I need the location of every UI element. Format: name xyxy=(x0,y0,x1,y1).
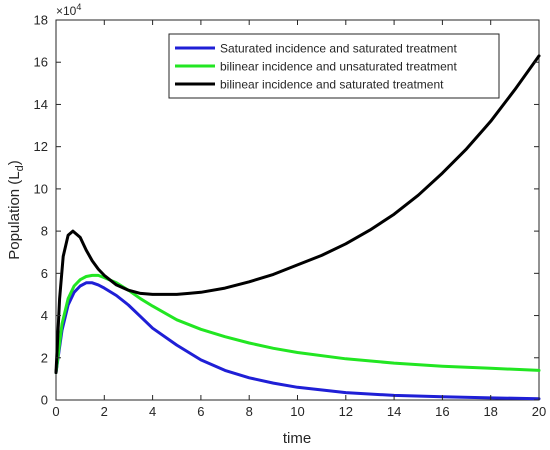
x-tick-label: 16 xyxy=(435,404,449,419)
y-axis-label-main: Population (L xyxy=(6,171,23,259)
y-tick-label: 0 xyxy=(41,393,48,408)
y-exponent-power: 4 xyxy=(76,2,81,12)
y-tick-label: 2 xyxy=(41,350,48,365)
y-tick-label: 16 xyxy=(34,55,48,70)
y-tick-label: 14 xyxy=(34,97,48,112)
series-layer xyxy=(54,54,541,401)
x-tick-label: 4 xyxy=(149,404,156,419)
legend-box xyxy=(168,33,500,99)
x-tick-label: 6 xyxy=(197,404,204,419)
legend-label-2: bilinear incidence and unsaturated treat… xyxy=(220,60,457,74)
y-tick-label: 8 xyxy=(41,224,48,239)
x-tick-label: 18 xyxy=(483,404,497,419)
x-tick-label: 12 xyxy=(339,404,353,419)
x-tick-label: 8 xyxy=(246,404,253,419)
y-exponent-base: ×10 xyxy=(56,4,77,18)
x-tick-label: 10 xyxy=(290,404,304,419)
y-tick-label: 18 xyxy=(34,13,48,28)
x-axis-label: time xyxy=(283,430,311,447)
y-axis-label-close: ) xyxy=(6,160,23,165)
y-tick-label: 6 xyxy=(41,266,48,281)
legend-label-3: bilinear incidence and saturated treatme… xyxy=(220,78,444,92)
x-tick-label: 14 xyxy=(387,404,401,419)
series-line-2 xyxy=(54,273,541,375)
y-axis-label-subscript: d xyxy=(14,165,26,171)
y-tick-label: 4 xyxy=(41,308,48,323)
series-line-3 xyxy=(54,54,541,375)
legend-label-1: Saturated incidence and saturated treatm… xyxy=(220,42,457,56)
y-tick-label: 12 xyxy=(34,139,48,154)
y-axis-label: Population (Ld) xyxy=(6,160,26,260)
x-tick-label: 0 xyxy=(52,404,59,419)
y-tick-label: 10 xyxy=(34,181,48,196)
x-tick-label: 20 xyxy=(532,404,546,419)
legend: Saturated incidence and saturated treatm… xyxy=(168,33,500,99)
series-line-1 xyxy=(54,281,541,401)
x-tick-label: 2 xyxy=(101,404,108,419)
ticks-layer: 0 2 4 6 8 10 12 14 16 18 20 0 2 4 6 8 10 12 14 16 18 xyxy=(34,13,547,420)
y-axis-exponent: ×104 xyxy=(56,2,81,18)
